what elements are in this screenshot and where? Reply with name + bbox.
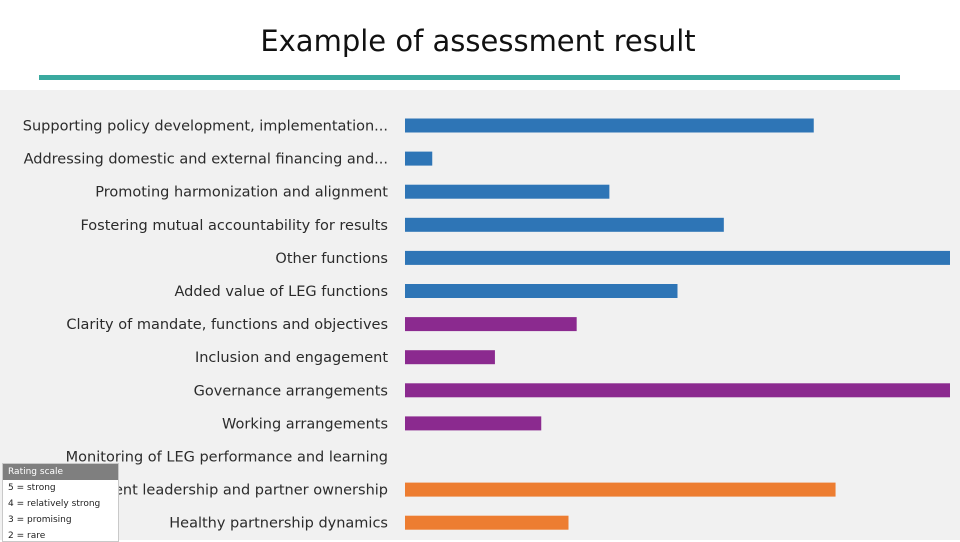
bar bbox=[405, 151, 433, 166]
category-label: Government leadership and partner owners… bbox=[47, 483, 388, 499]
category-label: Added value of LEG functions bbox=[175, 284, 388, 300]
legend-title: Rating scale bbox=[3, 464, 118, 480]
plot-area bbox=[0, 90, 960, 540]
bar bbox=[405, 350, 495, 365]
category-label: Fostering mutual accountability for resu… bbox=[80, 218, 388, 234]
category-label: Supporting policy development, implement… bbox=[23, 119, 388, 135]
legend-item-4: 4 = relatively strong bbox=[8, 499, 101, 509]
category-label: Working arrangements bbox=[222, 416, 388, 432]
bar bbox=[405, 184, 610, 199]
rating-scale-legend: Rating scale 5 = strong 4 = relatively s… bbox=[2, 463, 119, 542]
page-title: Example of assessment result bbox=[260, 24, 696, 58]
bar bbox=[405, 118, 814, 133]
category-label: Addressing domestic and external financi… bbox=[24, 152, 388, 168]
category-label: Clarity of mandate, functions and object… bbox=[66, 317, 388, 333]
bar bbox=[405, 482, 836, 497]
bar bbox=[405, 284, 678, 298]
legend-item-3: 3 = promising bbox=[8, 515, 72, 525]
category-label: Healthy partnership dynamics bbox=[169, 516, 388, 532]
bar bbox=[405, 250, 950, 265]
bar bbox=[405, 317, 577, 332]
legend-item-2: 2 = rare bbox=[8, 531, 46, 541]
category-label: Monitoring of LEG performance and learni… bbox=[66, 450, 388, 466]
category-label: Governance arrangements bbox=[194, 383, 388, 399]
title-underline bbox=[39, 75, 900, 80]
category-label: Other functions bbox=[275, 251, 388, 267]
bar bbox=[405, 217, 724, 232]
bar bbox=[405, 416, 542, 431]
legend-item-5: 5 = strong bbox=[8, 483, 56, 493]
bar bbox=[405, 515, 569, 530]
category-label: Promoting harmonization and alignment bbox=[95, 185, 388, 201]
bar bbox=[405, 383, 950, 398]
category-label: Inclusion and engagement bbox=[195, 350, 388, 366]
